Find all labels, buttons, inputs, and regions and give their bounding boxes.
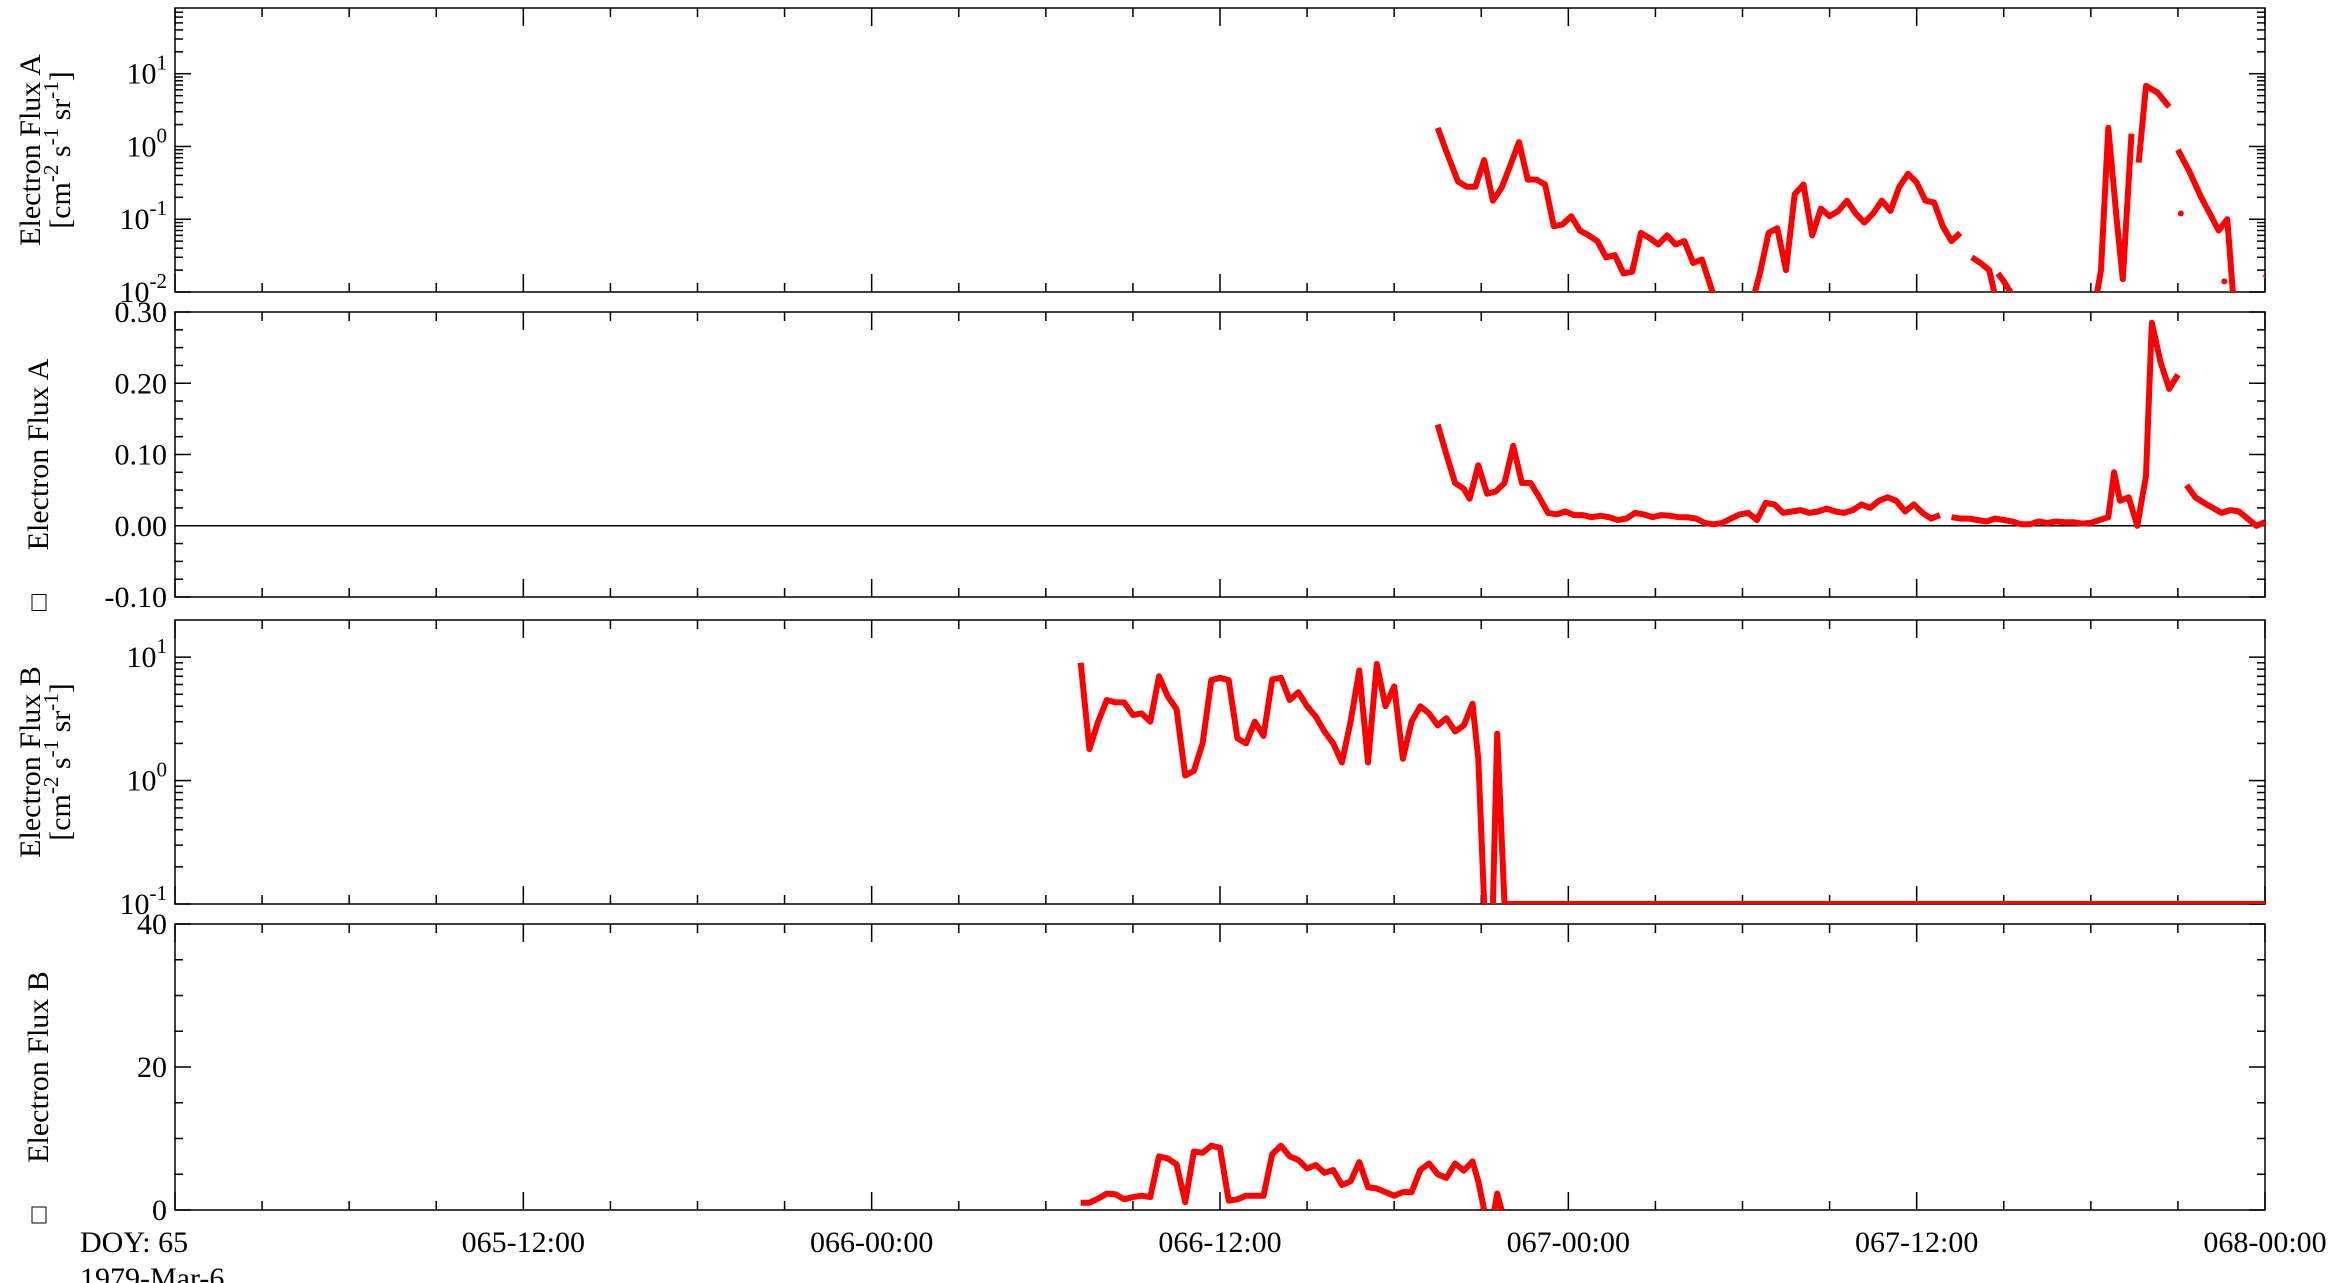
series-line [1077,661,1488,904]
plot-frame [174,7,2266,293]
y-tick-label: 40 [137,908,167,941]
series-line [1970,254,1998,292]
y-tick-label: 0.20 [115,367,168,400]
y-tick-label: 0.00 [115,510,168,543]
y-axis-label: Electron Flux B [14,666,47,858]
series-line [2175,148,2236,292]
y-axis-units: [cm-2 s-1 sr-1] [39,71,77,229]
series-line [1080,1142,1488,1210]
y-tick-label: 0.30 [115,296,168,329]
panel-1: 101 100 10-1 10-2 Electron Flux A[cm-2 s-1 s… [14,7,2266,309]
y-tick-label: 100 [127,758,168,798]
series-line [1489,730,2265,904]
y-axis-label: Electron Flux B [22,971,55,1163]
date-label: 1979-Mar-6 [80,1262,224,1283]
series-line [1995,271,2014,292]
x-tick-label: DOY: 65 [80,1226,188,1259]
series-line [2135,82,2172,163]
legend-box-icon [31,594,47,611]
y-axis-label: Electron Flux A [14,54,47,246]
series-line [2268,515,2333,526]
series-line [2094,124,2135,292]
y-axis-units: [cm-2 s-1 sr-1] [39,683,77,841]
plot-frame [174,923,2266,1211]
y-tick-label: 0.10 [115,439,168,472]
y-tick-label: -0.10 [105,581,168,614]
y-tick-label: 0 [152,1194,167,1227]
legend-box-icon [31,1206,47,1224]
x-tick-label: 066-12:00 [1158,1226,1281,1259]
plot-frame [174,311,2266,598]
series-line [1434,126,1716,292]
series-line [1434,423,1942,528]
x-tick-label: 067-00:00 [1507,1226,1630,1259]
y-tick-label: 10-2 [120,269,168,309]
series-point [2177,210,2184,217]
plot-frame [174,619,2266,905]
y-tick-label: 20 [137,1051,167,1084]
y-tick-label: 101 [127,51,168,91]
panel-2: 0.30 0.20 0.10 0.00 -0.10 Electron Flux A [22,296,2333,614]
series [1077,661,2265,904]
y-tick-label: 100 [127,123,168,163]
panel-4: 40 20 0 Electron Flux B [22,908,2266,1227]
series [1434,319,2333,529]
series [1080,1142,1505,1210]
y-axis-label: Electron Flux A [22,358,55,550]
series-line [1751,170,1963,292]
y-tick-label: 101 [127,634,168,674]
series-line [1951,319,2181,529]
series-line [1491,1190,1505,1210]
series [1434,82,2265,292]
x-tick-label: 065-12:00 [462,1226,585,1259]
series-point [2221,278,2228,285]
x-tick-label: 068-00:00 [2203,1226,2326,1259]
y-tick-label: 10-1 [120,881,168,921]
x-tick-label: 067-12:00 [1855,1226,1978,1259]
panel-3: 101 100 10-1 Electron Flux B[cm-2 s-1 sr-1] [14,619,2266,921]
x-tick-label: 066-00:00 [810,1226,933,1259]
series-line [2184,483,2265,529]
y-tick-label: 10-1 [120,196,168,236]
